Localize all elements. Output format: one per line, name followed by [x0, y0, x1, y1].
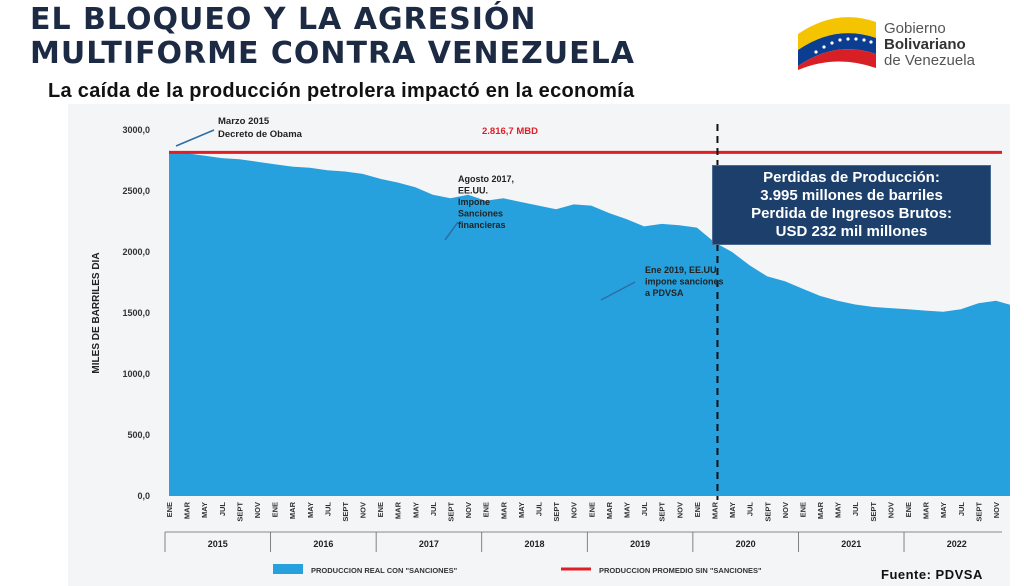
x-tick-label: JUL: [851, 502, 860, 517]
x-tick-label: MAR: [922, 501, 931, 519]
x-tick-label: MAY: [411, 502, 420, 518]
year-label: 2019: [630, 539, 650, 549]
x-tick-label: JUL: [957, 502, 966, 517]
annotation-obama-decree: Marzo 2015 Decreto de Obama: [218, 116, 303, 140]
annotation-pdvsa-sanctions: Ene 2019, EE.UU. impone sanciones a PDVSA: [645, 265, 724, 298]
main-title-line-2: MULTIFORME CONTRA VENEZUELA: [30, 36, 635, 71]
annotation-arrow: [600, 281, 636, 301]
x-tick-label: SEPT: [869, 502, 878, 522]
callout-line-3: Perdida de Ingresos Brutos:: [751, 205, 952, 222]
x-tick-label: ENE: [376, 502, 385, 517]
x-tick-label: JUL: [535, 502, 544, 517]
year-label: 2017: [419, 539, 439, 549]
x-tick-label: ENE: [482, 502, 491, 517]
x-tick-label: ENE: [693, 502, 702, 517]
callout-line-2: 3.995 millones de barriles: [760, 187, 943, 204]
year-label: 2020: [736, 539, 756, 549]
year-label: 2022: [947, 539, 967, 549]
x-tick-label: SEPT: [658, 502, 667, 522]
x-tick-label: NOV: [464, 502, 473, 518]
y-tick-label: 1500,0: [122, 308, 150, 318]
x-tick-label: JUL: [218, 502, 227, 517]
x-tick-label: SEPT: [974, 502, 983, 522]
year-label: 2021: [841, 539, 861, 549]
x-tick-label: MAR: [288, 501, 297, 519]
x-tick-label: MAY: [728, 502, 737, 518]
x-tick-label: MAY: [623, 502, 632, 518]
x-tick-label: ENE: [271, 502, 280, 517]
annotation-arrow: [175, 129, 215, 147]
x-tick-label: NOV: [253, 502, 262, 518]
year-label: 2016: [313, 539, 333, 549]
y-tick-label: 3000,0: [122, 125, 150, 135]
x-tick-label: ENE: [904, 502, 913, 517]
losses-callout: Perdidas de Producción: 3.995 millones d…: [712, 165, 991, 245]
x-tick-label: ENE: [587, 502, 596, 517]
x-tick-label: SEPT: [763, 502, 772, 522]
legend-swatch-area: [273, 564, 303, 574]
venezuela-flag-icon: [798, 17, 876, 70]
x-tick-label: NOV: [570, 502, 579, 518]
production-area: [169, 150, 1010, 496]
x-tick-label: NOV: [886, 502, 895, 518]
x-tick-label: MAR: [605, 501, 614, 519]
x-tick-label: SEPT: [447, 502, 456, 522]
x-tick-label: NOV: [781, 502, 790, 518]
x-tick-label: ENE: [798, 502, 807, 517]
x-tick-label: SEPT: [235, 502, 244, 522]
year-label: 2018: [524, 539, 544, 549]
logo-text-line-1: Gobierno: [884, 20, 946, 37]
x-tick-label: MAR: [394, 501, 403, 519]
year-label: 2015: [208, 539, 228, 549]
x-tick-label: JUL: [640, 502, 649, 517]
x-tick-label: MAY: [306, 502, 315, 518]
page-subtitle: La caída de la producción petrolera impa…: [48, 80, 635, 102]
x-tick-label: SEPT: [552, 502, 561, 522]
y-tick-label: 1000,0: [122, 369, 150, 379]
x-tick-label: MAR: [499, 501, 508, 519]
y-tick-label: 2000,0: [122, 247, 150, 257]
x-tick-label: MAR: [183, 501, 192, 519]
x-tick-label: NOV: [359, 502, 368, 518]
x-tick-label: NOV: [992, 502, 1001, 518]
y-tick-label: 500,0: [127, 430, 150, 440]
x-tick-label: MAY: [517, 502, 526, 518]
y-tick-label: 2500,0: [122, 186, 150, 196]
y-axis-label: MILES DE BARRILES DIA: [91, 252, 102, 373]
legend-label-average: PRODUCCION PROMEDIO SIN "SANCIONES": [599, 566, 762, 575]
x-tick-label: MAR: [711, 501, 720, 519]
annotation-financial-sanctions: Agosto 2017, EE.UU. Impone Sanciones financi…: [458, 174, 514, 230]
x-tick-label: MAY: [939, 502, 948, 518]
annotation-arrow: [444, 221, 459, 241]
government-logo: Gobierno Bolivariano de Venezuela: [796, 14, 1020, 70]
x-tick-label: NOV: [675, 502, 684, 518]
legend-label-real: PRODUCCION REAL CON "SANCIONES": [311, 566, 458, 575]
callout-line-4: USD 232 mil millones: [775, 223, 928, 240]
logo-text-line-3: de Venezuela: [884, 52, 975, 69]
x-tick-label: JUL: [746, 502, 755, 517]
y-tick-label: 0,0: [137, 491, 150, 501]
x-tick-label: SEPT: [341, 502, 350, 522]
x-tick-label: MAY: [200, 502, 209, 518]
x-tick-label: MAR: [816, 501, 825, 519]
x-tick-label: JUL: [429, 502, 438, 517]
main-title-line-1: EL BLOQUEO Y LA AGRESIÓN: [30, 2, 537, 37]
logo-text-line-2: Bolivariano: [884, 36, 966, 53]
production-chart: MILES DE BARRILES DIA 0,0 500,0 1000,0 1500…: [91, 116, 1010, 575]
callout-line-1: Perdidas de Producción:: [763, 169, 940, 186]
source-note: Fuente: PDVSA: [881, 567, 983, 582]
annotation-average-value: 2.816,7 MBD: [482, 126, 538, 137]
x-tick-label: JUL: [323, 502, 332, 517]
x-tick-label: MAY: [834, 502, 843, 518]
x-tick-label: ENE: [165, 502, 174, 517]
